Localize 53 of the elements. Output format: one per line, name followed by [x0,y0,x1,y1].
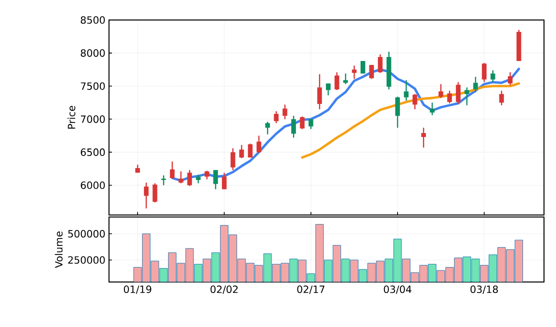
candlestick [282,104,288,120]
y-axis-title: Volume [54,231,63,268]
candlestick [291,115,296,138]
candlestick [412,93,418,110]
x-tick-label: 03/04 [384,286,412,294]
candlestick [482,62,487,83]
candlestick [421,127,426,148]
candlestick [343,72,348,85]
x-tick-label: 02/17 [297,286,324,294]
x-tick-label: 03/18 [470,286,498,294]
candlestick [369,64,374,80]
candlestick [447,90,452,104]
candlestick [178,170,184,184]
x-tick-label: 01/19 [124,286,152,294]
candlestick [256,135,262,154]
candlestick [144,182,149,209]
candlestick [230,148,236,171]
y-tick-label: 500000 [68,230,105,238]
candlestick [170,160,175,180]
candlestick [499,90,504,106]
candlestick [300,116,305,130]
x-tick-label: 02/02 [210,286,238,294]
candlestick [161,174,166,186]
candlestick [438,84,444,99]
candlestick [508,72,513,86]
y-tick-label: 7500 [80,82,105,90]
candlestick [334,72,340,91]
candlestick [430,102,435,116]
candlestick [378,54,383,74]
candlestick [352,65,357,80]
candlestick [490,70,496,83]
candlestick [456,82,461,105]
candlestick [473,76,478,93]
candlestick [265,121,270,135]
candlestick [152,182,158,204]
candlestick [317,74,322,110]
candlestick [464,86,470,106]
candlestick [395,96,400,128]
candlestick [222,172,227,190]
y-tick-label: 8000 [80,49,105,57]
y-tick-label: 6000 [80,181,105,190]
candlestick [248,143,253,158]
candlestick [239,144,244,159]
candlestick [187,169,192,187]
y-tick-label: 250000 [68,256,105,264]
candlestick [308,118,314,130]
candlestick [274,110,279,124]
candlestick [213,169,218,190]
candlestick [404,80,409,102]
y-axis-title: Price [68,106,76,129]
y-tick-label: 6500 [80,148,105,156]
y-tick-label: 7000 [80,115,105,123]
y-tick-label: 8500 [80,16,105,24]
